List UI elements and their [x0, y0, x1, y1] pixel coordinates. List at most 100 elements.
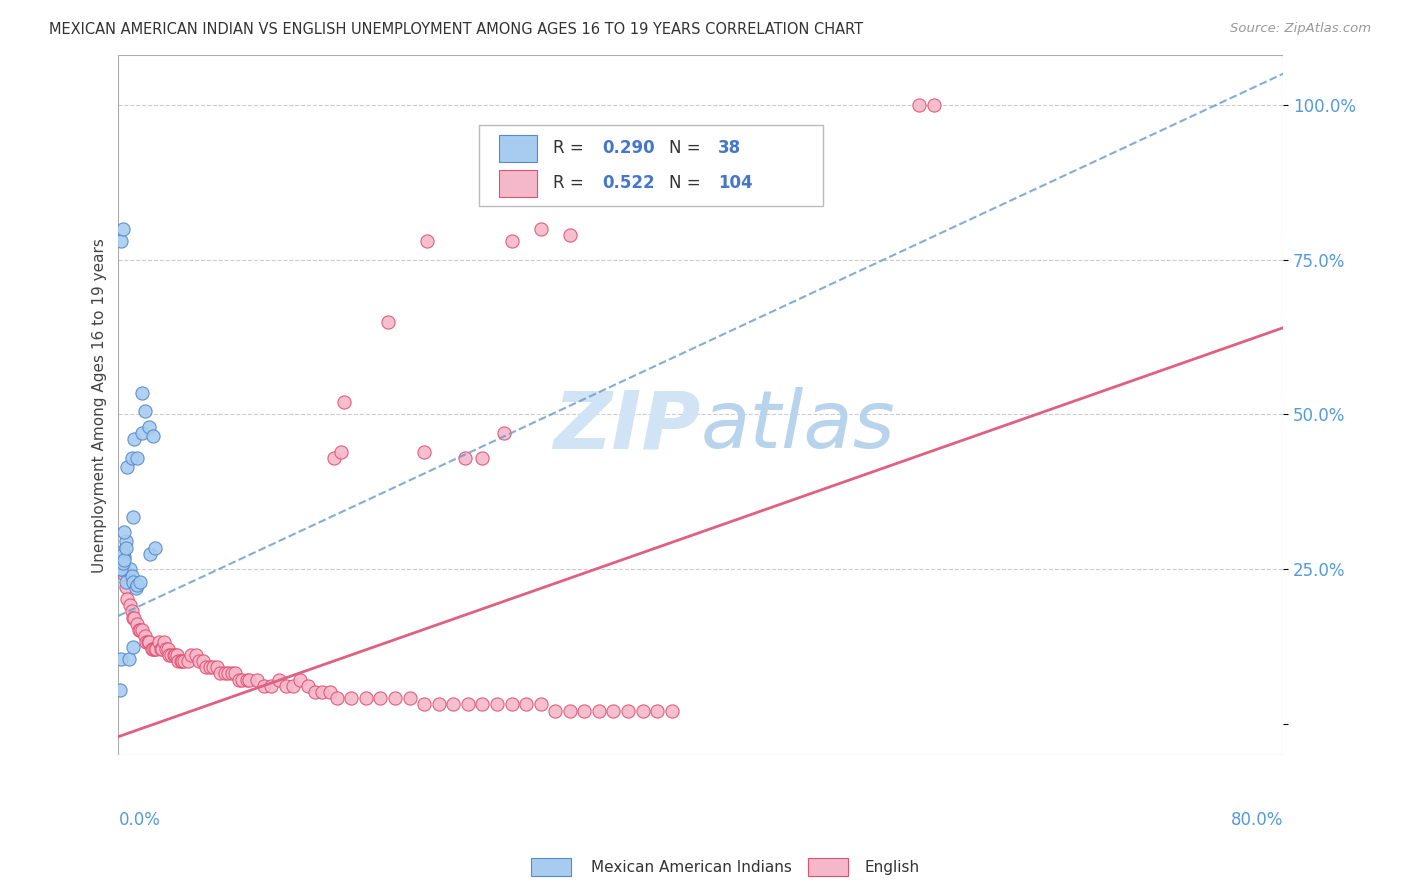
Point	[602, 704, 624, 718]
Point	[177, 654, 200, 668]
Text: 0.0%: 0.0%	[118, 811, 160, 829]
Point	[134, 404, 156, 418]
Point	[110, 549, 132, 564]
Point	[114, 580, 136, 594]
Point	[110, 652, 132, 666]
Point	[304, 685, 326, 699]
Point	[207, 660, 229, 674]
Point	[131, 623, 153, 637]
Text: 0.522: 0.522	[602, 174, 654, 193]
Point	[187, 654, 209, 668]
Point	[149, 641, 172, 656]
Point	[558, 704, 581, 718]
Point	[340, 691, 363, 706]
Text: 104: 104	[718, 174, 752, 193]
Point	[318, 685, 340, 699]
Point	[326, 691, 349, 706]
Point	[117, 652, 139, 666]
Point	[122, 574, 145, 589]
Point	[454, 450, 477, 465]
Point	[235, 673, 257, 687]
Point	[170, 654, 193, 668]
Point	[122, 509, 145, 524]
Point	[530, 221, 553, 235]
Point	[139, 547, 162, 561]
Point	[221, 666, 243, 681]
Point	[180, 648, 202, 662]
Point	[198, 660, 221, 674]
Text: 0.290: 0.290	[602, 139, 654, 157]
Point	[145, 641, 167, 656]
Point	[574, 704, 596, 718]
Point	[111, 556, 134, 570]
Point	[121, 605, 143, 619]
Point	[253, 679, 276, 693]
Text: 38: 38	[718, 139, 741, 157]
Point	[617, 704, 640, 718]
Point	[471, 698, 494, 712]
Point	[121, 450, 143, 465]
Point	[501, 698, 523, 712]
Point	[138, 420, 160, 434]
Point	[111, 562, 134, 576]
Point	[148, 635, 170, 649]
Point	[111, 561, 134, 575]
Point	[122, 610, 145, 624]
Text: MEXICAN AMERICAN INDIAN VS ENGLISH UNEMPLOYMENT AMONG AGES 16 TO 19 YEARS CORREL: MEXICAN AMERICAN INDIAN VS ENGLISH UNEMP…	[49, 22, 863, 37]
Point	[143, 541, 166, 555]
Text: Mexican American Indians: Mexican American Indians	[591, 860, 792, 874]
Point	[124, 432, 146, 446]
Point	[416, 234, 439, 248]
Point	[114, 574, 136, 589]
Point	[427, 698, 450, 712]
Point	[194, 660, 217, 674]
Point	[111, 556, 134, 570]
Point	[128, 623, 150, 637]
Bar	[499, 135, 537, 161]
Point	[152, 635, 174, 649]
Point	[115, 460, 138, 475]
Point	[413, 444, 436, 458]
Point	[125, 581, 148, 595]
Point	[398, 691, 420, 706]
Point	[471, 450, 494, 465]
Point	[645, 704, 668, 718]
Point	[129, 623, 152, 637]
Text: 80.0%: 80.0%	[1230, 811, 1284, 829]
Point	[922, 97, 945, 112]
Point	[311, 685, 333, 699]
Point	[494, 426, 516, 441]
Point	[501, 234, 523, 248]
Point	[908, 97, 931, 112]
Point	[297, 679, 319, 693]
Point	[115, 592, 138, 607]
Point	[120, 562, 142, 576]
Point	[165, 648, 187, 662]
Point	[274, 679, 297, 693]
Point	[160, 648, 183, 662]
Point	[228, 673, 250, 687]
Point	[333, 395, 356, 409]
Point	[136, 635, 159, 649]
Point	[184, 648, 207, 662]
Point	[127, 578, 149, 592]
Point	[111, 221, 134, 235]
Text: N =: N =	[669, 139, 706, 157]
Point	[129, 574, 152, 589]
Point	[558, 227, 581, 242]
Point	[142, 641, 165, 656]
Point	[246, 673, 269, 687]
Point	[138, 635, 160, 649]
Point	[224, 666, 246, 681]
Point	[156, 641, 179, 656]
Point	[281, 679, 304, 693]
Point	[155, 641, 177, 656]
Point	[141, 641, 163, 656]
Point	[124, 610, 146, 624]
Point	[330, 444, 353, 458]
Point	[238, 673, 260, 687]
Point	[110, 562, 132, 576]
Point	[661, 704, 683, 718]
Text: Source: ZipAtlas.com: Source: ZipAtlas.com	[1230, 22, 1371, 36]
FancyBboxPatch shape	[479, 125, 823, 206]
